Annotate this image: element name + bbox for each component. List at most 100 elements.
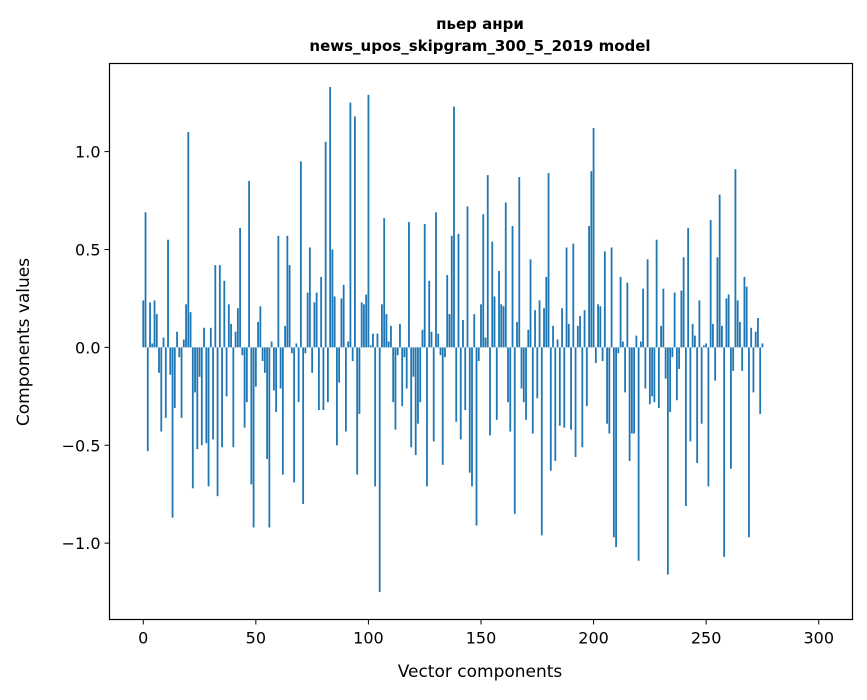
- bar-182: [552, 325, 554, 348]
- bar-14: [173, 347, 176, 409]
- bar-167: [518, 177, 521, 348]
- bar-147: [473, 314, 476, 348]
- bar-264: [736, 300, 739, 348]
- bar-94: [354, 116, 356, 348]
- bar-72: [304, 347, 307, 354]
- bar-107: [383, 218, 386, 348]
- bar-187: [563, 347, 566, 428]
- bar-120: [412, 347, 415, 377]
- bar-211: [617, 347, 620, 354]
- bar-25: [198, 347, 201, 377]
- bar-15: [176, 331, 178, 348]
- bar-153: [486, 175, 489, 348]
- bar-129: [432, 347, 435, 442]
- bar-67: [293, 347, 296, 483]
- bar-197: [585, 347, 588, 407]
- x-tick-label: 250: [691, 629, 722, 648]
- bar-255: [716, 257, 719, 348]
- y-tick-label: −0.5: [62, 436, 101, 455]
- chart-title: пьер анри: [436, 15, 524, 33]
- bar-102: [372, 333, 374, 348]
- bar-43: [239, 227, 241, 348]
- bar-261: [730, 347, 732, 469]
- bar-149: [477, 347, 480, 362]
- bar-243: [689, 347, 692, 442]
- bar-60: [277, 235, 280, 348]
- bar-55: [266, 347, 269, 459]
- bars-group: [142, 86, 764, 593]
- bar-204: [601, 347, 604, 362]
- bar-11: [167, 239, 169, 348]
- bar-135: [446, 274, 449, 348]
- bar-50: [254, 347, 257, 387]
- bar-56: [268, 347, 271, 528]
- bar-22: [191, 347, 194, 489]
- bar-214: [624, 347, 626, 393]
- bar-150: [480, 304, 482, 348]
- bar-212: [619, 276, 622, 348]
- bar-221: [639, 341, 642, 348]
- bar-160: [502, 306, 505, 348]
- x-tick-label: 300: [803, 629, 834, 648]
- y-tick-label: 0.0: [75, 338, 100, 357]
- bar-166: [516, 321, 518, 348]
- bar-121: [414, 347, 417, 456]
- bar-111: [392, 347, 395, 403]
- x-axis-label: Vector components: [398, 662, 563, 682]
- bar-208: [610, 247, 613, 348]
- bar-186: [561, 308, 563, 348]
- bar-65: [288, 265, 291, 348]
- bar-268: [745, 286, 748, 348]
- bar-91: [347, 341, 350, 348]
- bar-58: [272, 347, 275, 391]
- bar-205: [603, 251, 606, 348]
- bar-79: [320, 276, 323, 348]
- bar-103: [374, 347, 377, 487]
- bar-170: [525, 347, 527, 420]
- bar-88: [340, 298, 343, 348]
- bar-80: [322, 347, 325, 411]
- bar-30: [209, 327, 212, 348]
- bar-104: [376, 333, 379, 348]
- bar-127: [428, 280, 431, 348]
- bar-118: [408, 222, 410, 348]
- bar-4: [151, 343, 154, 348]
- bar-222: [642, 288, 645, 348]
- bar-59: [275, 347, 278, 412]
- bar-47: [248, 180, 250, 348]
- bar-210: [615, 347, 617, 548]
- bar-62: [281, 347, 284, 475]
- bar-19: [185, 304, 187, 348]
- bar-258: [723, 347, 726, 557]
- bar-132: [439, 347, 442, 356]
- bar-73: [306, 292, 309, 348]
- bar-75: [311, 347, 314, 373]
- bar-21: [189, 312, 192, 348]
- bar-34: [218, 265, 221, 348]
- bar-86: [336, 347, 338, 446]
- bar-225: [648, 347, 651, 405]
- bar-191: [572, 243, 575, 348]
- bar-146: [471, 347, 473, 487]
- bar-35: [221, 347, 223, 448]
- bar-8: [160, 347, 163, 432]
- bar-259: [725, 298, 728, 348]
- bar-206: [606, 347, 608, 424]
- bar-194: [579, 316, 581, 348]
- bar-152: [484, 337, 487, 348]
- bar-239: [680, 290, 683, 348]
- bar-155: [491, 241, 494, 348]
- bar-223: [644, 347, 647, 389]
- bar-64: [286, 235, 289, 348]
- bar-158: [498, 271, 500, 348]
- bar-53: [261, 347, 264, 362]
- bar-188: [565, 247, 568, 348]
- bar-185: [558, 347, 561, 426]
- bar-36: [223, 280, 226, 348]
- bar-274: [759, 347, 762, 414]
- bar-213: [621, 341, 624, 348]
- x-tick-label: 0: [138, 629, 148, 648]
- bar-74: [308, 247, 311, 348]
- bar-172: [529, 259, 532, 348]
- bar-125: [423, 224, 426, 348]
